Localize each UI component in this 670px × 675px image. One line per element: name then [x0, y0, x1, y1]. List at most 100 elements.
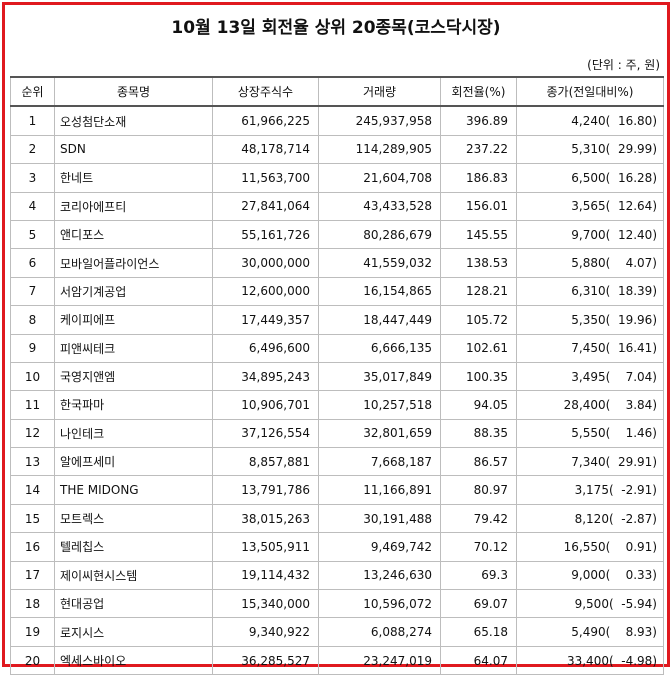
rank-cell: 17	[10, 560, 55, 591]
table-row: 17 제이씨현시스템 19,114,432 13,246,630 69.3 9,000( …	[10, 560, 664, 591]
volume-cell: 11,166,891	[318, 475, 441, 505]
table-row: 20 엑세스바이오 36,285,527 23,247,019 64.07 33,400(…	[10, 645, 664, 675]
turnover-cell: 69.3	[440, 560, 517, 591]
closing-price-cell: 28,400( 3.84)	[516, 390, 664, 420]
listed-shares-cell: 38,015,263	[212, 503, 319, 534]
stock-name-cell: 모바일어플라이언스	[54, 248, 213, 278]
stock-name-cell: 알에프세미	[54, 447, 213, 477]
rank-cell: 14	[10, 475, 55, 505]
table-row: 3 한네트 11,563,700 21,604,708 186.83 6,500( 16.…	[10, 163, 664, 193]
listed-shares-cell: 36,285,527	[212, 645, 319, 675]
listed-shares-cell: 10,906,701	[212, 390, 319, 420]
stock-name-cell: 로지시스	[54, 617, 213, 647]
table-row: 14 THE MIDONG 13,791,786 11,166,891 80.97 3,1…	[10, 475, 664, 505]
listed-shares-cell: 48,178,714	[212, 134, 319, 165]
volume-cell: 7,668,187	[318, 447, 441, 477]
table-row: 4 코리아에프티 27,841,064 43,433,528 156.01 3,565( …	[10, 191, 664, 221]
closing-price-cell: 6,310( 18.39)	[516, 276, 664, 307]
rank-cell: 4	[10, 191, 55, 221]
volume-cell: 32,801,659	[318, 418, 441, 449]
turnover-cell: 80.97	[440, 475, 517, 505]
closing-price-cell: 3,495( 7.04)	[516, 361, 664, 392]
column-header-rank: 순위	[10, 75, 55, 108]
listed-shares-cell: 17,449,357	[212, 305, 319, 335]
listed-shares-cell: 27,841,064	[212, 191, 319, 221]
rank-cell: 5	[10, 219, 55, 250]
volume-cell: 16,154,865	[318, 276, 441, 307]
volume-cell: 43,433,528	[318, 191, 441, 221]
volume-cell: 21,604,708	[318, 163, 441, 193]
turnover-cell: 105.72	[440, 305, 517, 335]
closing-price-cell: 5,550( 1.46)	[516, 418, 664, 449]
turnover-cell: 79.42	[440, 503, 517, 534]
rank-cell: 6	[10, 248, 55, 278]
rank-cell: 2	[10, 134, 55, 165]
table-row: 11 한국파마 10,906,701 10,257,518 94.05 28,400( 3…	[10, 390, 664, 420]
closing-price-cell: 4,240( 16.80)	[516, 105, 664, 136]
volume-cell: 80,286,679	[318, 219, 441, 250]
column-header-shares: 상장주식수	[212, 75, 319, 108]
stock-name-cell: 케이피에프	[54, 305, 213, 335]
volume-cell: 6,088,274	[318, 617, 441, 647]
column-header-volume: 거래량	[318, 75, 441, 108]
turnover-table: 순위 종목명 상장주식수 거래량 회전율(%) 종가(전일대비%) 1 오성첨단소…	[10, 75, 664, 675]
table-row: 16 텔레칩스 13,505,911 9,469,742 70.12 16,550( 0.…	[10, 532, 664, 562]
closing-price-cell: 8,120( -2.87)	[516, 503, 664, 534]
rank-cell: 15	[10, 503, 55, 534]
table-row: 1 오성첨단소재 61,966,225 245,937,958 396.89 4,240(…	[10, 105, 664, 136]
turnover-cell: 88.35	[440, 418, 517, 449]
rank-cell: 9	[10, 333, 55, 363]
closing-price-cell: 5,350( 19.96)	[516, 305, 664, 335]
turnover-cell: 64.07	[440, 645, 517, 675]
stock-name-cell: 모트렉스	[54, 503, 213, 534]
table-row: 6 모바일어플라이언스 30,000,000 41,559,032 138.53 5,88…	[10, 248, 664, 278]
listed-shares-cell: 13,791,786	[212, 475, 319, 505]
volume-cell: 13,246,630	[318, 560, 441, 591]
closing-price-cell: 9,700( 12.40)	[516, 219, 664, 250]
listed-shares-cell: 6,496,600	[212, 333, 319, 363]
stock-name-cell: 한네트	[54, 163, 213, 193]
listed-shares-cell: 8,857,881	[212, 447, 319, 477]
closing-price-cell: 9,500( -5.94)	[516, 589, 664, 619]
stock-name-cell: SDN	[54, 134, 213, 165]
volume-cell: 30,191,488	[318, 503, 441, 534]
stock-name-cell: 현대공업	[54, 589, 213, 619]
table-row: 19 로지시스 9,340,922 6,088,274 65.18 5,490( 8.93…	[10, 617, 664, 647]
rank-cell: 8	[10, 305, 55, 335]
closing-price-cell: 6,500( 16.28)	[516, 163, 664, 193]
table-row: 2 SDN 48,178,714 114,289,905 237.22 5,310( 29…	[10, 134, 664, 165]
rank-cell: 11	[10, 390, 55, 420]
turnover-cell: 237.22	[440, 134, 517, 165]
table-row: 7 서암기계공업 12,600,000 16,154,865 128.21 6,310( …	[10, 276, 664, 307]
rank-cell: 3	[10, 163, 55, 193]
rank-cell: 10	[10, 361, 55, 392]
volume-cell: 6,666,135	[318, 333, 441, 363]
column-header-name: 종목명	[54, 75, 213, 108]
stock-name-cell: THE MIDONG	[54, 475, 213, 505]
listed-shares-cell: 11,563,700	[212, 163, 319, 193]
listed-shares-cell: 9,340,922	[212, 617, 319, 647]
closing-price-cell: 7,450( 16.41)	[516, 333, 664, 363]
volume-cell: 114,289,905	[318, 134, 441, 165]
turnover-cell: 145.55	[440, 219, 517, 250]
turnover-cell: 100.35	[440, 361, 517, 392]
table-row: 10 국영지앤엠 34,895,243 35,017,849 100.35 3,495( …	[10, 361, 664, 392]
stock-name-cell: 한국파마	[54, 390, 213, 420]
column-header-turnover: 회전율(%)	[440, 75, 517, 108]
stock-name-cell: 오성첨단소재	[54, 105, 213, 136]
stock-name-cell: 앤디포스	[54, 219, 213, 250]
turnover-cell: 156.01	[440, 191, 517, 221]
turnover-cell: 69.07	[440, 589, 517, 619]
stock-name-cell: 서암기계공업	[54, 276, 213, 307]
stock-name-cell: 코리아에프티	[54, 191, 213, 221]
listed-shares-cell: 61,966,225	[212, 105, 319, 136]
turnover-cell: 138.53	[440, 248, 517, 278]
rank-cell: 1	[10, 105, 55, 136]
table-row: 9 피앤씨테크 6,496,600 6,666,135 102.61 7,450( 16.…	[10, 333, 664, 363]
turnover-cell: 86.57	[440, 447, 517, 477]
table-row: 15 모트렉스 38,015,263 30,191,488 79.42 8,120( -2…	[10, 503, 664, 534]
rank-cell: 18	[10, 589, 55, 619]
listed-shares-cell: 55,161,726	[212, 219, 319, 250]
stock-name-cell: 제이씨현시스템	[54, 560, 213, 591]
